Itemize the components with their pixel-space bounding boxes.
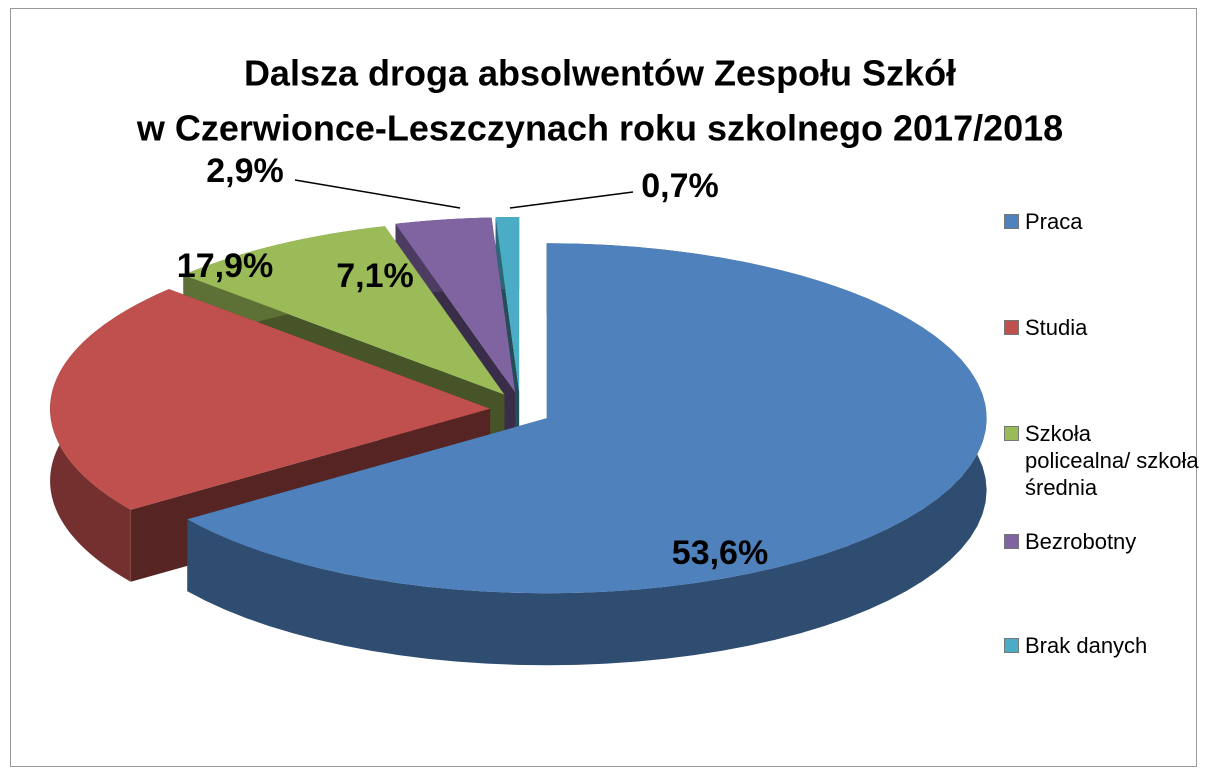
legend-item: Bezrobotny — [1000, 528, 1200, 555]
data-label: 2,9% — [206, 152, 284, 190]
chart-title: w Czerwionce-Leszczynach roku szkolnego … — [136, 108, 1063, 149]
slice — [50, 289, 491, 510]
legend-label: Bezrobotny — [1025, 529, 1137, 554]
legend-item: Szkoła policealna/ szkoła średnia — [1000, 420, 1200, 501]
legend-item: Studia — [1000, 314, 1200, 341]
leader-line — [294, 179, 461, 209]
slice — [183, 226, 505, 395]
data-label: 7,1% — [336, 257, 414, 295]
data-label: 53,6% — [672, 534, 768, 572]
slice — [495, 217, 520, 393]
legend-swatch — [1004, 638, 1019, 653]
legend-item: Praca — [1000, 208, 1200, 235]
legend-swatch — [1004, 426, 1019, 441]
slice-wall — [187, 243, 987, 666]
legend-label: Studia — [1025, 315, 1088, 340]
legend-swatch — [1004, 320, 1019, 335]
slice — [187, 243, 987, 594]
legend-item: Brak danych — [1000, 632, 1200, 659]
slice — [395, 217, 516, 393]
legend-label: Szkoła policealna/ szkoła średnia — [1025, 421, 1199, 500]
tops — [50, 217, 987, 594]
legend-label: Brak danych — [1025, 633, 1148, 658]
data-label: 17,9% — [177, 247, 273, 285]
labels: 53,6% 17,9% 7,1% 2,9% 0,7% — [177, 152, 768, 572]
data-label: 0,7% — [641, 167, 719, 205]
legend-swatch — [1004, 214, 1019, 229]
chart-title: Dalsza droga absolwentów Zespołu Szkół — [244, 53, 956, 94]
leader-line — [509, 191, 634, 209]
legend-swatch — [1004, 534, 1019, 549]
legend-label: Praca — [1025, 209, 1083, 234]
